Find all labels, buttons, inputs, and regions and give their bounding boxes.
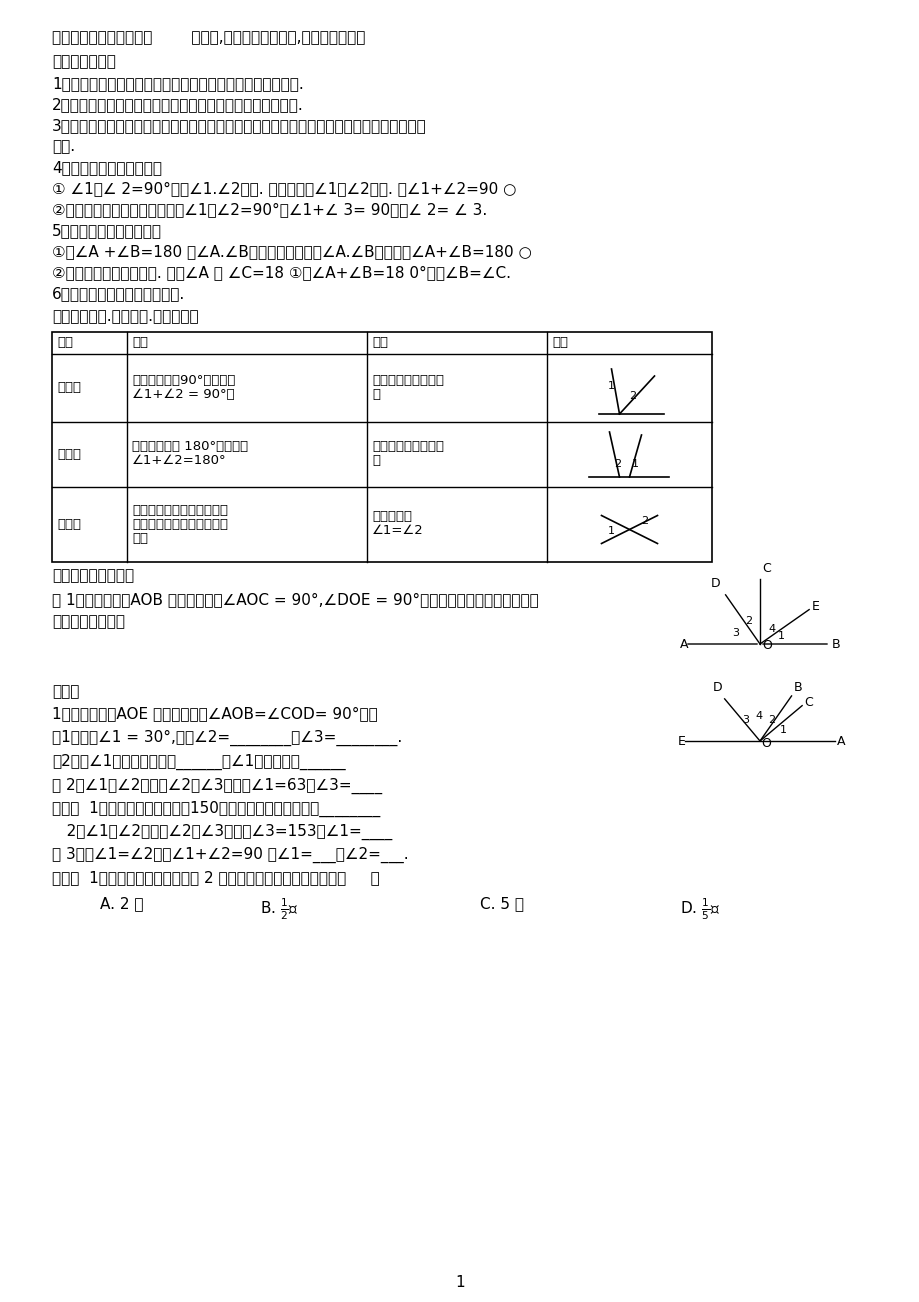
- Text: E: E: [811, 600, 819, 612]
- Text: 4: 4: [754, 711, 761, 721]
- Text: 1．余角：如果两个角的和是直角，那么称这两个角互为余角.: 1．余角：如果两个角的和是直角，那么称这两个角互为余角.: [52, 76, 303, 91]
- Text: O: O: [761, 639, 771, 652]
- Text: 定义: 定义: [131, 336, 148, 349]
- Text: 两直线相交而成的一个角两: 两直线相交而成的一个角两: [131, 504, 228, 517]
- Text: 项目: 项目: [57, 336, 73, 349]
- Text: 同角或等角的余角相: 同角或等角的余角相: [371, 374, 444, 387]
- Text: C. 5 倍: C. 5 倍: [480, 896, 524, 911]
- Text: A: A: [679, 638, 687, 651]
- Text: ①若∠A +∠B=180 则∠A.∠B互补，反过来，若∠A.∠B互补，则∠A+∠B=180 ○: ①若∠A +∠B=180 则∠A.∠B互补，反过来，若∠A.∠B互补，则∠A+∠…: [52, 243, 531, 259]
- Text: 1: 1: [777, 631, 784, 641]
- Text: ∠1+∠2 = 90°等: ∠1+∠2 = 90°等: [131, 388, 234, 401]
- Text: 长线: 长线: [131, 531, 148, 544]
- Text: D. $\frac{1}{5}$倍: D. $\frac{1}{5}$倍: [679, 896, 720, 922]
- Text: 2．补角：如果两个角的和是平角，那么称这两个角互为补角.: 2．补角：如果两个角的和是平角，那么称这两个角互为补角.: [52, 98, 303, 112]
- Text: 2: 2: [767, 715, 775, 725]
- Text: ∠1+∠2=180°: ∠1+∠2=180°: [131, 454, 226, 467]
- Text: ∠1=∠2: ∠1=∠2: [371, 525, 424, 538]
- Text: 1: 1: [455, 1275, 464, 1290]
- Text: A. 2 倍: A. 2 倍: [100, 896, 143, 911]
- Text: ②同角或等角的补角相等. 如果∠A ＋ ∠C=18 ①，∠A+∠B=18 0°，则∠B=∠C.: ②同角或等角的补角相等. 如果∠A ＋ ∠C=18 ①，∠A+∠B=18 0°，…: [52, 266, 510, 280]
- Text: 练习：  1．一个角等于它的余角的 2 倍，那么这个角等于它补角的（     ）: 练习： 1．一个角等于它的余角的 2 倍，那么这个角等于它补角的（ ）: [52, 870, 380, 885]
- Text: 一、考点讲解：: 一、考点讲解：: [52, 53, 116, 69]
- Text: 例 2．∠1和∠2互余，∠2和∠3互补，∠1=63，∠3=____: 例 2．∠1和∠2互余，∠2和∠3互补，∠1=63，∠3=____: [52, 779, 381, 794]
- Text: 2: 2: [629, 391, 636, 401]
- Text: B: B: [831, 638, 840, 651]
- Text: 例 1．如图所示，AOB 是一条直线，∠AOC = 90°,∠DOE = 90°，问图中互余的角有哪几对？: 例 1．如图所示，AOB 是一条直线，∠AOC = 90°,∠DOE = 90°…: [52, 592, 539, 607]
- Text: 5．互为补角的有关性质：: 5．互为补角的有关性质：: [52, 223, 162, 238]
- Text: 3: 3: [732, 628, 738, 638]
- Bar: [52, 332, 711, 562]
- Text: ②同角或等角的余角相等，如果∠1＋∠2=90°，∠1+∠ 3= 90，则∠ 2= ∠ 3.: ②同角或等角的余角相等，如果∠1＋∠2=90°，∠1+∠ 3= 90，则∠ 2=…: [52, 202, 487, 217]
- Text: 2: 2: [744, 616, 752, 626]
- Text: A: A: [836, 736, 845, 749]
- Text: 等: 等: [371, 388, 380, 401]
- Text: 对顶角: 对顶角: [57, 517, 81, 530]
- Text: 二、互为余角.互为补角.对顶角比较: 二、互为余角.互为补角.对顶角比较: [52, 309, 199, 324]
- Text: 同角或等角的补角相: 同角或等角的补角相: [371, 440, 444, 453]
- Text: O: O: [760, 737, 770, 750]
- Text: 2: 2: [641, 517, 648, 526]
- Text: 1: 1: [607, 381, 614, 391]
- Text: D: D: [712, 681, 721, 694]
- Text: 3．对顶角：如果两个角有公共顶点，并且它们的两边互为反向延长线，这样的两个角叫做对: 3．对顶角：如果两个角有公共顶点，并且它们的两边互为反向延长线，这样的两个角叫做…: [52, 118, 426, 133]
- Text: 练习：: 练习：: [52, 684, 79, 699]
- Text: （1）如果∠1 = 30°,那么∠2=________，∠3=________.: （1）如果∠1 = 30°,那么∠2=________，∠3=________.: [52, 730, 402, 746]
- Text: 边分别是另一角两边反向延: 边分别是另一角两边反向延: [131, 517, 228, 530]
- Text: 图形: 图形: [551, 336, 567, 349]
- Text: 3: 3: [742, 715, 748, 725]
- Text: 1．如图所示，AOE 是一条直线，∠AOB=∠COD= 90°，则: 1．如图所示，AOE 是一条直线，∠AOB=∠COD= 90°，则: [52, 706, 378, 721]
- Text: 两个角和等于90°（直角）: 两个角和等于90°（直角）: [131, 374, 235, 387]
- Text: 互余角: 互余角: [57, 381, 81, 395]
- Text: B: B: [793, 681, 801, 694]
- Text: 4: 4: [767, 624, 775, 634]
- Text: 练习：  1．如果一个角的补角是150。，那么这个角的余角是________: 练习： 1．如果一个角的补角是150。，那么这个角的余角是________: [52, 801, 380, 818]
- Text: E: E: [677, 736, 686, 749]
- Text: 三、经典例题剖析：: 三、经典例题剖析：: [52, 568, 134, 583]
- Text: 6．对顶角的性质：对顶角相等.: 6．对顶角的性质：对顶角相等.: [52, 286, 185, 301]
- Text: 对顶角相等: 对顶角相等: [371, 510, 412, 523]
- Text: C: C: [761, 562, 770, 575]
- Text: 哪些角是相等的？: 哪些角是相等的？: [52, 615, 125, 629]
- Text: （2）和∠1互为余角的角有______和∠1相等的角有______: （2）和∠1互为余角的角有______和∠1相等的角有______: [52, 754, 346, 771]
- Text: ① ∠1＋∠ 2=90°，则∠1.∠2互余. 反过来，若∠1，∠2互余. 则∠1+∠2=90 ○: ① ∠1＋∠ 2=90°，则∠1.∠2互余. 反过来，若∠1，∠2互余. 则∠1…: [52, 181, 516, 197]
- Text: D: D: [709, 577, 720, 590]
- Text: 性质: 性质: [371, 336, 388, 349]
- Text: 2．∠1和∠2互余，∠2和∠3互补，∠3=153，∠1=____: 2．∠1和∠2互余，∠2和∠3互补，∠3=153，∠1=____: [52, 824, 391, 840]
- Text: 1: 1: [779, 725, 786, 736]
- Text: 例 3．若∠1=∠2，且∠1+∠2=90 则∠1=___，∠2=___.: 例 3．若∠1=∠2，且∠1+∠2=90 则∠1=___，∠2=___.: [52, 848, 408, 863]
- Text: 1: 1: [607, 526, 614, 536]
- Text: 初一数学寒假培优训练一        （余角,补角以及三线八角,平行线的判定）: 初一数学寒假培优训练一 （余角,补角以及三线八角,平行线的判定）: [52, 30, 365, 46]
- Text: C: C: [803, 695, 812, 708]
- Text: 顶角.: 顶角.: [52, 139, 75, 154]
- Text: B. $\frac{1}{2}$倍: B. $\frac{1}{2}$倍: [260, 896, 299, 922]
- Text: 等: 等: [371, 454, 380, 467]
- Text: 两个角和等于 180°（平角）: 两个角和等于 180°（平角）: [131, 440, 248, 453]
- Text: 1: 1: [630, 460, 638, 469]
- Text: 互补角: 互补角: [57, 448, 81, 461]
- Text: 2: 2: [614, 460, 621, 469]
- Text: 4．互为余角的有关性质：: 4．互为余角的有关性质：: [52, 160, 162, 174]
